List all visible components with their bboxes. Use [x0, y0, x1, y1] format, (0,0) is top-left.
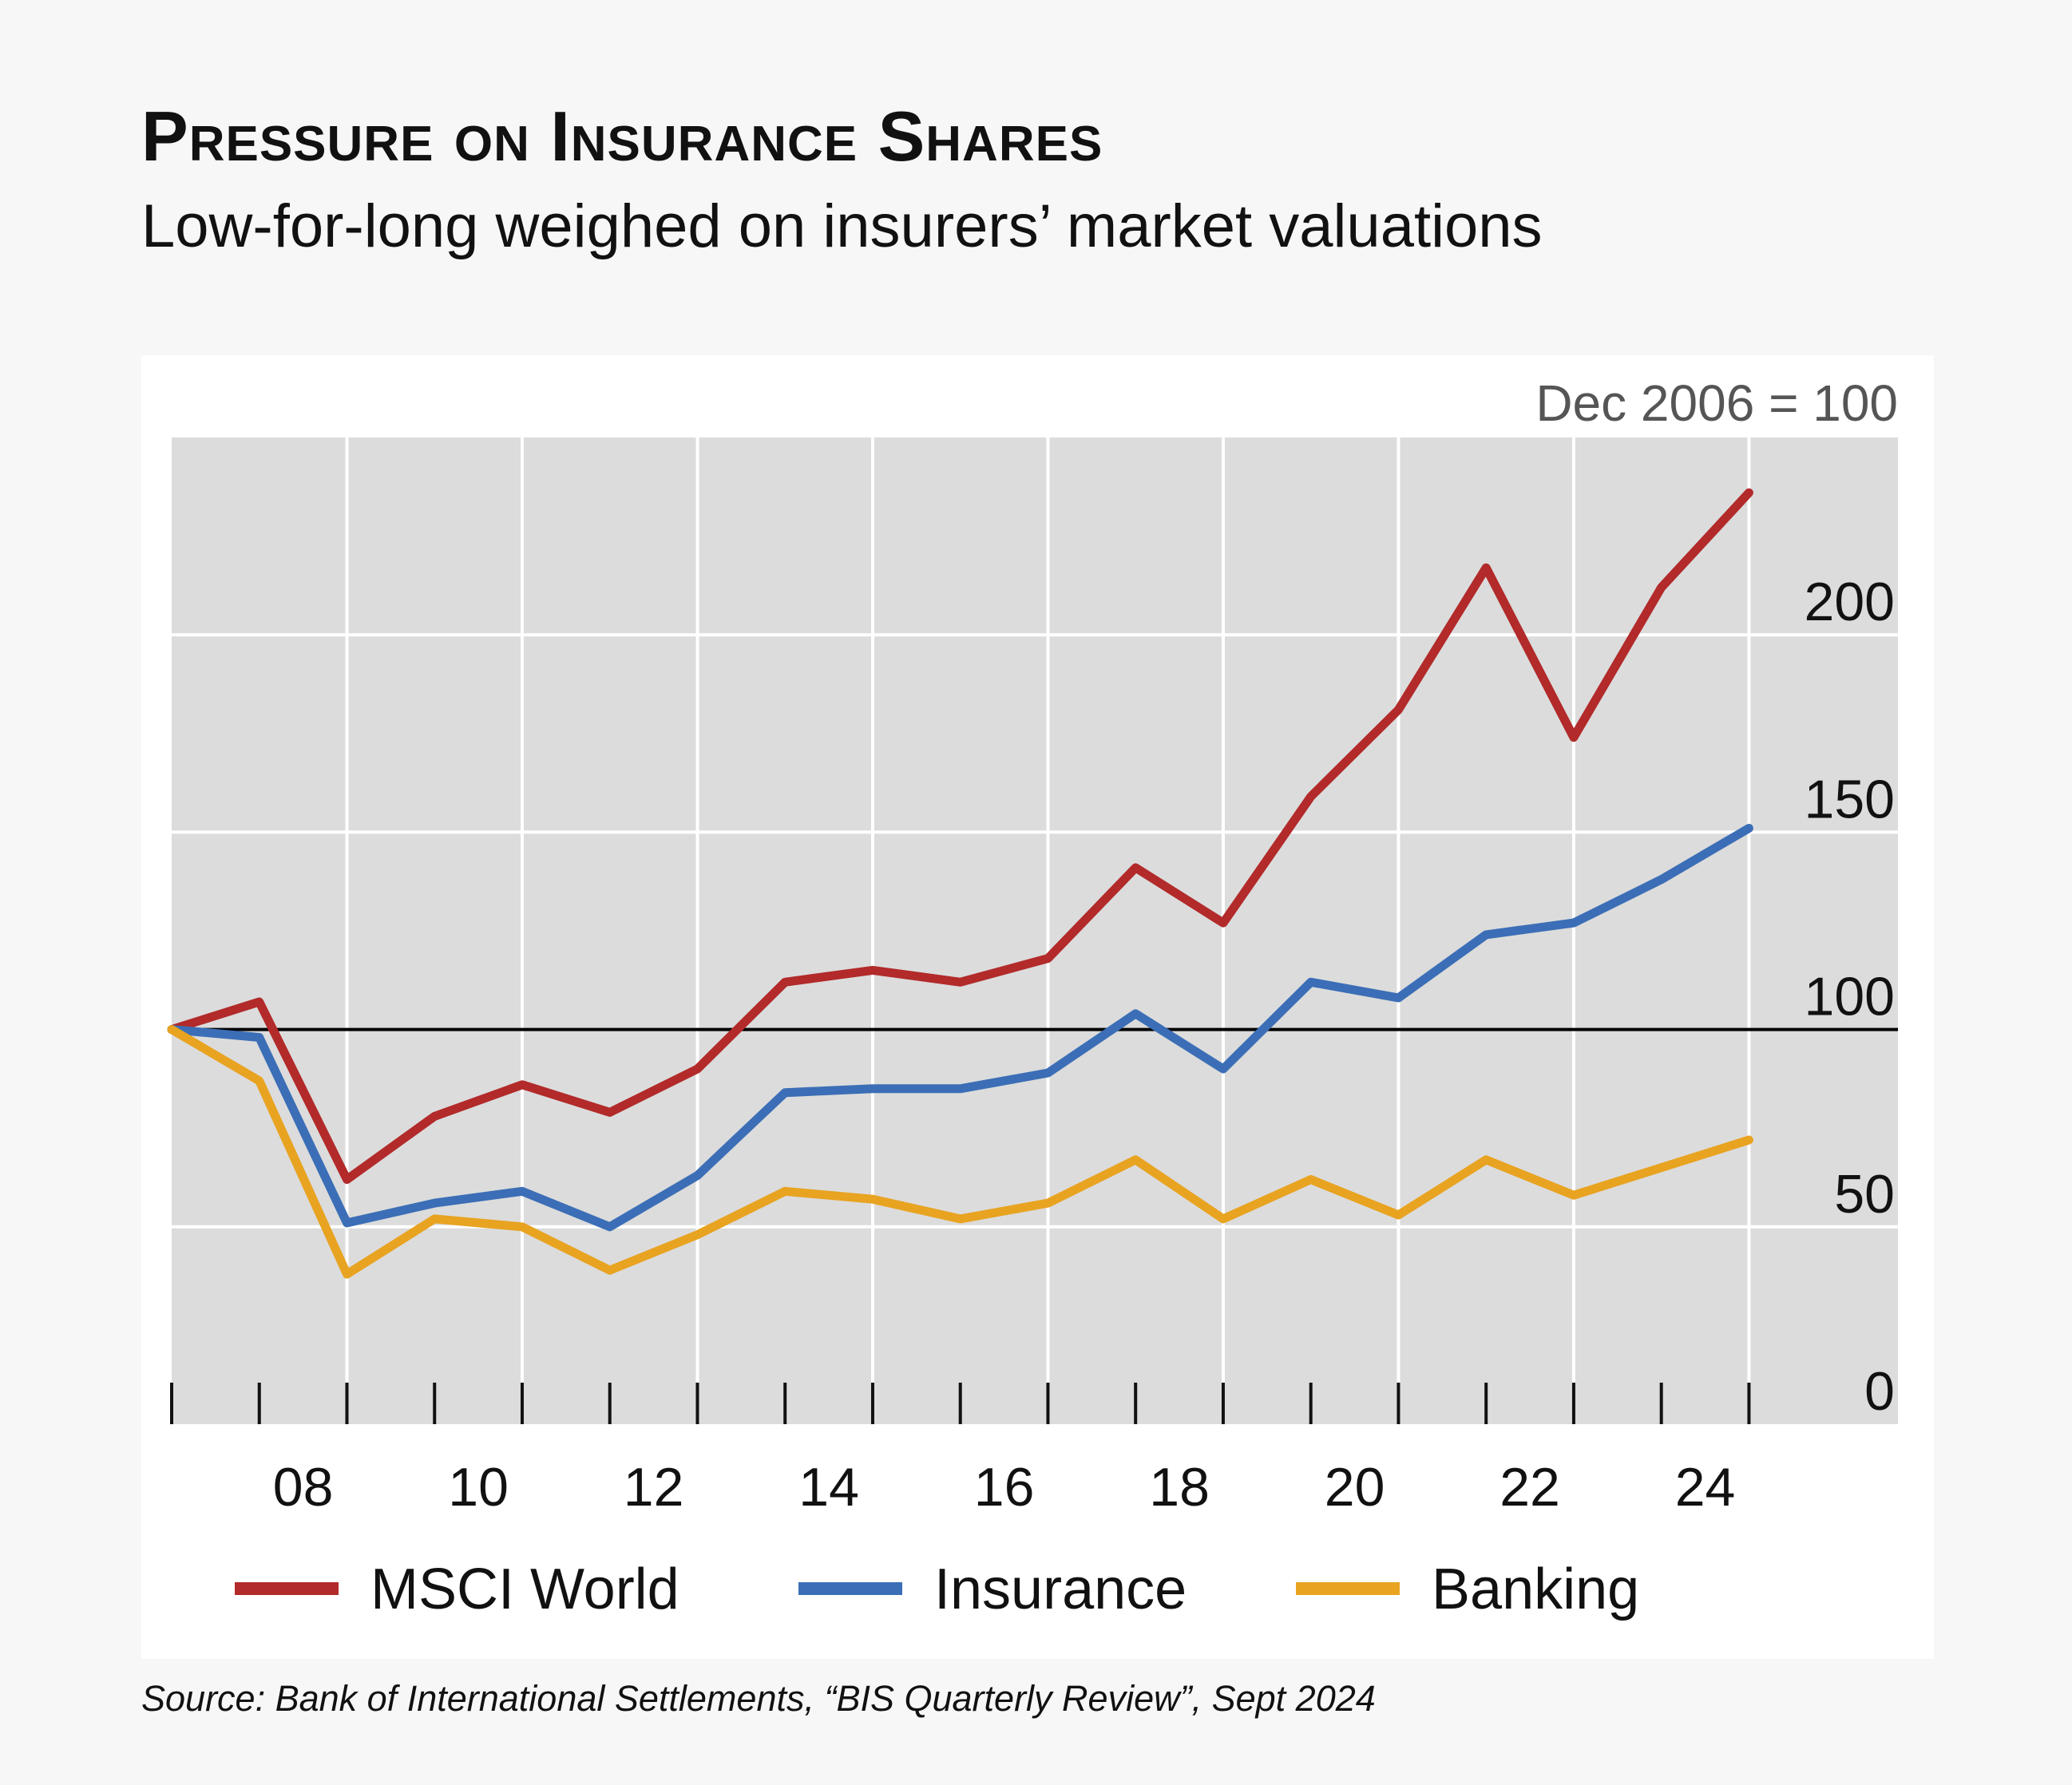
chart-subtitle: Low-for-long weighed on insurers’ market… — [141, 192, 1543, 260]
y-tick-label: 200 — [1805, 572, 1895, 632]
chart-title: Pressure on Insurance Shares — [141, 97, 1103, 176]
line-chart: 08 10 12 14 16 18 20 22 24 0 50 100 150 200 Dec 2006… — [167, 374, 1898, 1621]
x-tick-label: 16 — [974, 1457, 1035, 1518]
legend-label-insurance: Insurance — [934, 1557, 1187, 1621]
x-tick-label: 22 — [1500, 1457, 1560, 1518]
x-tick-label: 12 — [624, 1457, 684, 1518]
x-tick-label: 14 — [798, 1457, 859, 1518]
legend-label-banking: Banking — [1432, 1557, 1639, 1621]
y-tick-label: 0 — [1864, 1361, 1895, 1422]
source-note: Source: Bank of International Settlement… — [141, 1678, 1376, 1719]
x-tick-label: 10 — [448, 1457, 509, 1518]
x-tick-label: 08 — [273, 1457, 334, 1518]
series-line-insurance — [167, 824, 1753, 1232]
x-tick-label: 24 — [1675, 1457, 1736, 1518]
unit-note: Dec 2006 = 100 — [1535, 374, 1898, 432]
x-tick-label: 18 — [1149, 1457, 1210, 1518]
y-tick-label: 150 — [1805, 769, 1895, 829]
y-tick-label: 100 — [1805, 967, 1895, 1027]
series-line-msci-world — [167, 488, 1753, 1184]
legend-label-msci-world: MSCI World — [370, 1557, 679, 1621]
y-tick-label: 50 — [1834, 1164, 1895, 1225]
plot-area — [172, 437, 1898, 1424]
chart-panel: 08 10 12 14 16 18 20 22 24 0 50 100 150 200 Dec 2006… — [141, 355, 1934, 1659]
series-line-banking — [167, 1025, 1753, 1279]
x-tick-label: 20 — [1325, 1457, 1385, 1518]
